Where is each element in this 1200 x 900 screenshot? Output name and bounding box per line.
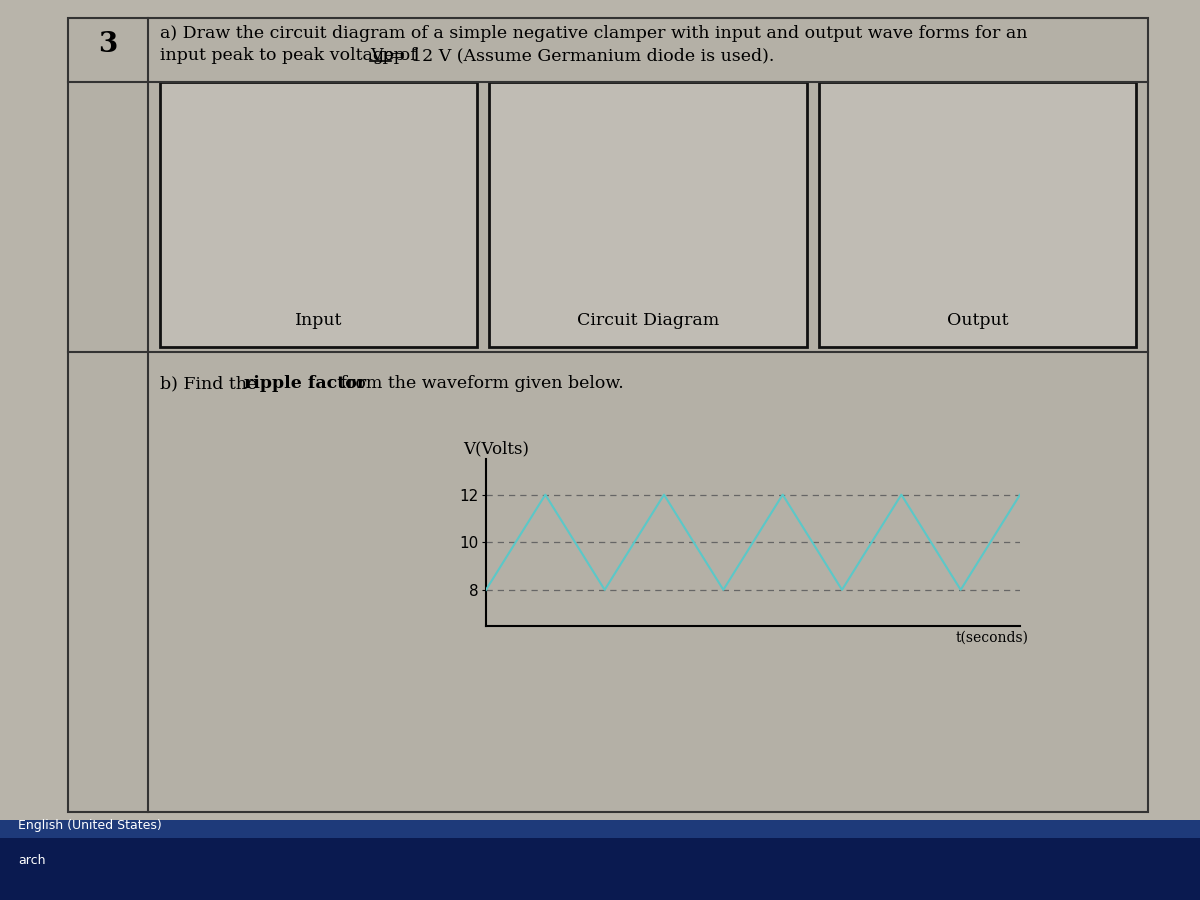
Bar [0, 838, 1200, 900]
Text: English (United States): English (United States) [18, 818, 162, 832]
Text: Output: Output [947, 312, 1008, 329]
Text: = 12 V (Assume Germanium diode is used).: = 12 V (Assume Germanium diode is used). [391, 47, 774, 64]
Text: Vpp: Vpp [370, 47, 404, 64]
Bar [160, 82, 478, 347]
Text: t(seconds): t(seconds) [956, 630, 1028, 644]
Text: input peak to peak voltage of: input peak to peak voltage of [160, 47, 422, 64]
Text: arch: arch [18, 853, 46, 867]
Text: 3: 3 [98, 32, 118, 58]
Text: ripple factor: ripple factor [244, 375, 366, 392]
Bar [0, 820, 1200, 838]
Text: Circuit Diagram: Circuit Diagram [577, 312, 719, 329]
Text: V(Volts): V(Volts) [463, 440, 529, 457]
Text: b) Find the: b) Find the [160, 375, 263, 392]
Text: a) Draw the circuit diagram of a simple negative clamper with input and output w: a) Draw the circuit diagram of a simple … [160, 25, 1027, 42]
Text: from the waveform given below.: from the waveform given below. [335, 375, 624, 392]
Bar [818, 82, 1136, 347]
Bar [490, 82, 806, 347]
Bar [68, 18, 1148, 812]
Text: Input: Input [295, 312, 342, 329]
